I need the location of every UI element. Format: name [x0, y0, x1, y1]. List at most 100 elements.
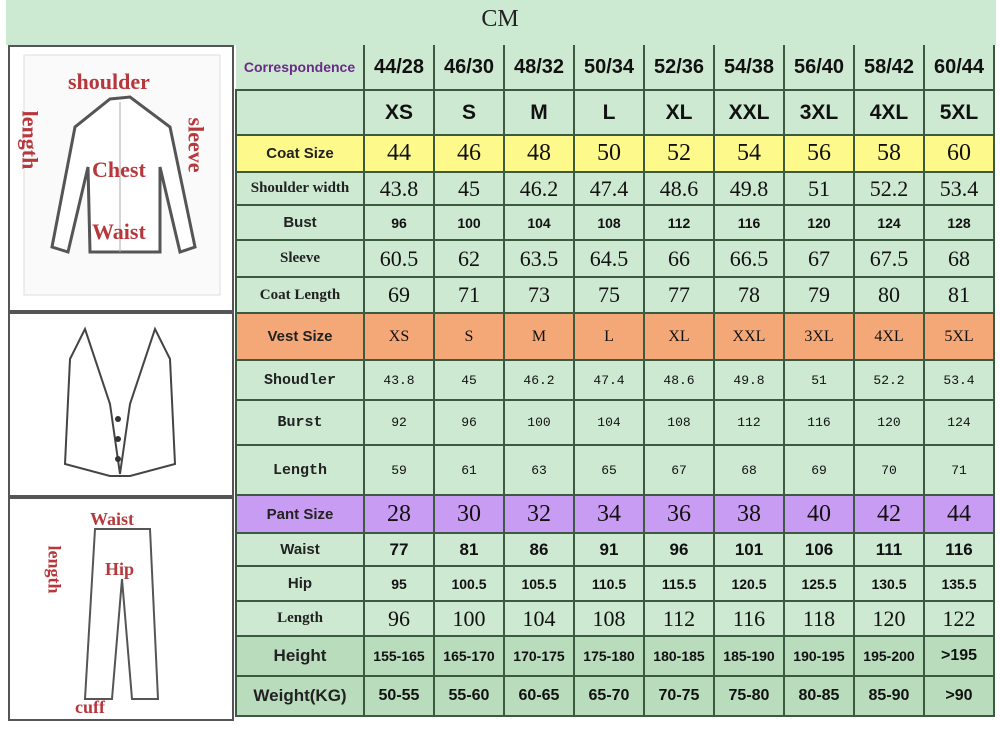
size-cell: 155-165: [363, 635, 435, 677]
coat-illustration: [23, 54, 221, 296]
size-cell: 75: [573, 276, 645, 314]
size-cell: 85-90: [853, 675, 925, 717]
size-table: Correspondence 44/28 46/30 48/32 50/34 52/36 5…: [235, 45, 995, 717]
size-cell: 120: [853, 600, 925, 637]
size-cell: 86: [503, 532, 575, 567]
row-label: Bust: [235, 204, 365, 241]
size-cell: 45: [433, 171, 505, 206]
label-chest: Chest: [92, 157, 146, 182]
size-cell: 63.5: [503, 239, 575, 278]
size-row: Hip 95 100.5 105.5 110.5 115.5 120.5 125.5 130.5…: [235, 565, 995, 602]
size-cell: 56: [783, 134, 855, 173]
row-label: Shoulder width: [235, 171, 365, 206]
size-cell: 104: [573, 399, 645, 446]
size-cell: 66.5: [713, 239, 785, 278]
size-cell: S: [433, 312, 505, 361]
size-row: Coat Size 44 46 48 50 52 54 56 58 60: [235, 134, 995, 173]
size-cell: 120: [853, 399, 925, 446]
size-cell: 64.5: [573, 239, 645, 278]
size-cell: 120.5: [713, 565, 785, 602]
size-cell: 180-185: [643, 635, 715, 677]
size-cell: 48.6: [643, 359, 715, 401]
size-cell: 46.2: [503, 171, 575, 206]
unit-title: CM: [481, 6, 519, 32]
size-cell: 63: [503, 444, 575, 496]
size-cell: 100.5: [433, 565, 505, 602]
size-cell: 4XL: [853, 89, 925, 136]
size-cell: 96: [363, 600, 435, 637]
size-cell: XS: [363, 89, 435, 136]
row-label: Coat Size: [235, 134, 365, 173]
size-cell: 50: [573, 134, 645, 173]
size-cell: 100: [503, 399, 575, 446]
size-cell: >195: [923, 635, 995, 677]
size-cell: 52.2: [853, 359, 925, 401]
size-cell: 59: [363, 444, 435, 496]
size-cell: 51: [783, 171, 855, 206]
size-cell: 44: [363, 134, 435, 173]
label-waist: Waist: [92, 219, 146, 244]
size-cell: 115.5: [643, 565, 715, 602]
size-cell: 53.4: [923, 171, 995, 206]
size-cell: 71: [923, 444, 995, 496]
size-cell: 32: [503, 494, 575, 534]
size-cell: 51: [783, 359, 855, 401]
size-cell: 77: [363, 532, 435, 567]
size-cell: 49.8: [713, 171, 785, 206]
size-row: Bust 96 100 104 108 112 116 120 124 128: [235, 204, 995, 241]
size-cell: XS: [363, 312, 435, 361]
size-cell: 170-175: [503, 635, 575, 677]
size-row: Sleeve 60.5 62 63.5 64.5 66 66.5 67 67.5 68: [235, 239, 995, 278]
size-cell: XL: [643, 89, 715, 136]
size-cell: 5XL: [923, 312, 995, 361]
pant-diagram: Waist length Hip cuff: [8, 497, 234, 721]
row-label: Pant Size: [235, 494, 365, 534]
size-cell: 108: [643, 399, 715, 446]
size-cell: 50-55: [363, 675, 435, 717]
size-cell: 106: [783, 532, 855, 567]
size-cell: 96: [363, 204, 435, 241]
row-label: Length: [235, 444, 365, 496]
size-cell: 69: [363, 276, 435, 314]
size-cell: 100: [433, 204, 505, 241]
size-cell: 43.8: [363, 359, 435, 401]
size-cell: 46: [433, 134, 505, 173]
row-label: Waist: [235, 532, 365, 567]
size-cell: 38: [713, 494, 785, 534]
row-label: Vest Size: [235, 312, 365, 361]
size-cell: 96: [433, 399, 505, 446]
size-cell: 3XL: [783, 89, 855, 136]
size-cell: 111: [853, 532, 925, 567]
vest-diagram: [8, 312, 234, 497]
size-cell: 67: [643, 444, 715, 496]
size-cell: 165-170: [433, 635, 505, 677]
size-cell: 4XL: [853, 312, 925, 361]
size-cell: 95: [363, 565, 435, 602]
size-cell: 77: [643, 276, 715, 314]
size-cell: 65: [573, 444, 645, 496]
size-cell: 71: [433, 276, 505, 314]
label-hip: Hip: [105, 559, 135, 579]
coat-diagram: shoulder length sleeve Chest Waist: [8, 45, 234, 312]
row-label: Hip: [235, 565, 365, 602]
title-bar: [6, 0, 996, 45]
size-cell: 112: [713, 399, 785, 446]
vest-illustration: [63, 326, 177, 477]
size-cell: S: [433, 89, 505, 136]
size-cell: 101: [713, 532, 785, 567]
size-cell: 66: [643, 239, 715, 278]
size-cell: 70: [853, 444, 925, 496]
size-row: Length 96 100 104 108 112 116 118 120 122: [235, 600, 995, 637]
size-cell: 75-80: [713, 675, 785, 717]
size-cell: 70-75: [643, 675, 715, 717]
size-cell: XXL: [713, 312, 785, 361]
size-cell: XXL: [713, 89, 785, 136]
size-cell: 48.6: [643, 171, 715, 206]
label-pant-length: length: [44, 545, 65, 594]
size-row: Pant Size 28 30 32 34 36 38 40 42 44: [235, 494, 995, 534]
size-cell: 60-65: [503, 675, 575, 717]
row-label: Sleeve: [235, 239, 365, 278]
size-row: Shoulder width 43.8 45 46.2 47.4 48.6 49.8 51 52…: [235, 171, 995, 206]
size-cell: 48: [503, 134, 575, 173]
size-cell: 44/28: [363, 45, 435, 91]
